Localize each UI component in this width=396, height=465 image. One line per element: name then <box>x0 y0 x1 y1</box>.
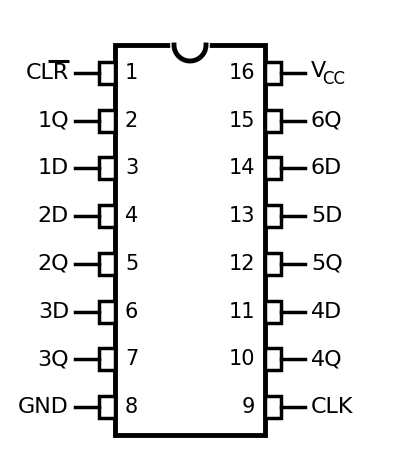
Text: 4D: 4D <box>311 302 342 322</box>
Text: GND: GND <box>18 397 69 417</box>
Text: CLR: CLR <box>26 63 69 83</box>
Bar <box>265 158 281 179</box>
Bar <box>115 45 265 435</box>
Text: 1D: 1D <box>38 159 69 179</box>
Bar <box>99 253 115 275</box>
Bar <box>99 158 115 179</box>
Text: 4Q: 4Q <box>311 349 343 369</box>
Bar <box>99 110 115 132</box>
Text: 3D: 3D <box>38 302 69 322</box>
Text: 6D: 6D <box>311 159 342 179</box>
Bar <box>99 205 115 227</box>
Text: 16: 16 <box>228 63 255 83</box>
Text: 1Q: 1Q <box>37 111 69 131</box>
Text: 6: 6 <box>125 302 138 322</box>
Text: 1: 1 <box>125 63 138 83</box>
Text: 15: 15 <box>228 111 255 131</box>
Text: 14: 14 <box>228 159 255 179</box>
Bar <box>99 396 115 418</box>
Bar <box>265 205 281 227</box>
Text: 3Q: 3Q <box>37 349 69 369</box>
Text: 13: 13 <box>228 206 255 226</box>
Text: 5Q: 5Q <box>311 254 343 274</box>
Text: 2Q: 2Q <box>37 254 69 274</box>
Text: 8: 8 <box>125 397 138 417</box>
Text: V: V <box>311 61 326 81</box>
Text: 5D: 5D <box>311 206 343 226</box>
Text: 11: 11 <box>228 302 255 322</box>
Text: CLK: CLK <box>311 397 354 417</box>
Bar <box>265 62 281 84</box>
Bar <box>99 62 115 84</box>
Bar <box>265 300 281 323</box>
Bar <box>265 396 281 418</box>
Text: 12: 12 <box>228 254 255 274</box>
Text: CC: CC <box>322 70 346 87</box>
Text: 10: 10 <box>228 349 255 369</box>
Text: 5: 5 <box>125 254 138 274</box>
Text: 7: 7 <box>125 349 138 369</box>
Bar <box>265 348 281 370</box>
Bar <box>99 300 115 323</box>
Text: 3: 3 <box>125 159 138 179</box>
Bar <box>265 253 281 275</box>
Bar <box>99 348 115 370</box>
Text: 2: 2 <box>125 111 138 131</box>
Text: 6Q: 6Q <box>311 111 343 131</box>
Bar <box>265 110 281 132</box>
Text: 9: 9 <box>242 397 255 417</box>
Text: 4: 4 <box>125 206 138 226</box>
Text: 2D: 2D <box>38 206 69 226</box>
